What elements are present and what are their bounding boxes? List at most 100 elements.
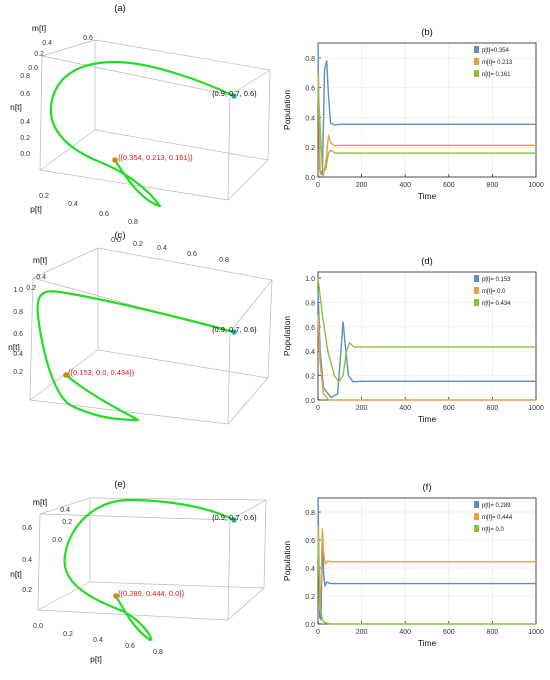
x-tick-label: 1000 bbox=[528, 629, 544, 636]
y-tick-label: 0.0 bbox=[305, 622, 315, 629]
series-line bbox=[317, 314, 536, 401]
x-tick-label: 600 bbox=[443, 405, 455, 412]
n-axis-label: n[t] bbox=[10, 569, 22, 579]
box-edge bbox=[39, 55, 43, 171]
legend-swatch bbox=[474, 525, 479, 532]
box-edge bbox=[229, 499, 267, 521]
x-axis-label: Time bbox=[418, 414, 437, 424]
n-tick-label: 0.2 bbox=[22, 587, 32, 594]
m-tick-label: 0.4 bbox=[36, 274, 46, 281]
m-axis-label: m[t] bbox=[32, 23, 46, 33]
y-tick-label: 0.6 bbox=[305, 538, 315, 545]
legend-swatch bbox=[474, 275, 479, 282]
box-edge bbox=[29, 399, 229, 425]
box-edge bbox=[227, 587, 265, 621]
legend-label: m[t]= 0.444 bbox=[482, 515, 513, 521]
n-axis-label: n[t] bbox=[10, 102, 22, 112]
box-edge bbox=[37, 609, 229, 621]
x-tick-label: 800 bbox=[487, 629, 499, 636]
box-edge bbox=[39, 169, 229, 201]
n-tick-label: 0.6 bbox=[13, 331, 23, 338]
start-point-label: {0.9, 0.7, 0.6} bbox=[212, 325, 257, 334]
box-edge bbox=[267, 69, 271, 161]
legend-swatch bbox=[474, 299, 479, 306]
panel-label: (a) bbox=[114, 3, 126, 14]
legend-swatch bbox=[474, 70, 479, 77]
box-edge bbox=[97, 247, 273, 281]
x-tick-label: 200 bbox=[356, 405, 368, 412]
series-line bbox=[317, 87, 536, 171]
y-tick-label: 0.8 bbox=[305, 56, 315, 63]
box-edge bbox=[263, 499, 267, 589]
x-axis-label: Time bbox=[418, 191, 437, 201]
n-tick-label: 0.8 bbox=[20, 73, 30, 80]
equilibrium-point bbox=[113, 593, 119, 599]
n-tick-label: 0.4 bbox=[13, 351, 23, 358]
y-axis-label: Population bbox=[282, 90, 292, 130]
chart-e: (e) 0.6 0.4 0.2 0.4 0.2 0.0 0.0 0.2 0.4 0.6 0.8 m[t]… bbox=[10, 479, 267, 664]
m-axis-label: m[t] bbox=[33, 255, 47, 265]
m-tick-label: 0.0 bbox=[52, 537, 62, 544]
p-axis-label: p[t] bbox=[90, 654, 102, 664]
legend-label: n[t]= 0.434 bbox=[482, 301, 511, 307]
p-tick-label: 0.2 bbox=[39, 193, 49, 200]
x-tick-label: 800 bbox=[487, 182, 499, 189]
x-tick-label: 400 bbox=[399, 405, 411, 412]
series-line bbox=[317, 42, 536, 175]
n-tick-label: 0.6 bbox=[22, 525, 32, 532]
m-top-tick-label: 0.6 bbox=[83, 35, 93, 42]
box-edge bbox=[94, 39, 271, 71]
box-edge bbox=[227, 377, 269, 425]
n-tick-label: 0.8 bbox=[13, 309, 23, 316]
x-tick-label: 200 bbox=[356, 182, 368, 189]
n-tick-label: 0.4 bbox=[22, 557, 32, 564]
m-axis-label: m[t] bbox=[33, 497, 47, 507]
box-edge bbox=[29, 277, 34, 401]
p-tick-label: 0.0 bbox=[33, 623, 43, 630]
p-tick-label: 0.6 bbox=[99, 211, 109, 218]
legend-label: m[t]= 0.0 bbox=[482, 289, 506, 295]
legend-label: p[t]= 0.289 bbox=[482, 503, 511, 509]
box-edge bbox=[89, 497, 267, 501]
box-edge bbox=[32, 247, 99, 279]
p-tick-label: 0.2 bbox=[63, 631, 73, 638]
trajectory-curve bbox=[36, 290, 236, 422]
y-tick-label: 0.0 bbox=[305, 398, 315, 405]
m-top-tick-label: 0.2 bbox=[133, 241, 143, 248]
n-axis-label: n[t] bbox=[8, 342, 20, 352]
y-tick-label: 0.2 bbox=[305, 145, 315, 152]
y-tick-label: 0.4 bbox=[305, 115, 315, 122]
box-edge bbox=[41, 55, 231, 96]
m-tick-label: 0.4 bbox=[42, 40, 52, 47]
legend-label: m[t]= 0.213 bbox=[482, 60, 513, 66]
x-tick-label: 600 bbox=[443, 629, 455, 636]
box-edge bbox=[41, 39, 96, 57]
p-tick-label: 0.6 bbox=[125, 643, 135, 650]
p-axis-label: p[t] bbox=[30, 204, 42, 214]
n-tick-label: 0.0 bbox=[20, 151, 30, 158]
x-tick-label: 1000 bbox=[528, 405, 544, 412]
box-edge bbox=[39, 513, 231, 521]
equilibrium-label: {{0.289, 0.444, 0.0}} bbox=[118, 589, 185, 598]
legend-swatch bbox=[474, 501, 479, 508]
box-edge bbox=[94, 129, 269, 161]
panel-label: (c) bbox=[114, 230, 125, 241]
start-point bbox=[231, 93, 237, 99]
y-tick-label: 0.4 bbox=[305, 349, 315, 356]
box-edge bbox=[227, 519, 231, 621]
y-tick-label: 0.8 bbox=[305, 510, 315, 517]
chart-c: (c)1.00.80.60.40.20.40.20.00.20.40.60.8m… bbox=[8, 230, 273, 425]
start-point-label: {0.9, 0.7, 0.6} bbox=[212, 513, 257, 522]
y-axis-label: Population bbox=[282, 541, 292, 581]
p-tick-label: 0.8 bbox=[153, 649, 163, 656]
chart-d: (d) 0 200 400 600 800 1000 0.0 0.2 0.4 0.6 0.8 1.0 Ti… bbox=[282, 256, 544, 424]
m-tick-label: 0.0 bbox=[28, 65, 38, 72]
box-edge bbox=[227, 331, 231, 425]
legend-swatch bbox=[474, 513, 479, 520]
x-tick-label: 800 bbox=[487, 405, 499, 412]
y-tick-label: 0.6 bbox=[305, 325, 315, 332]
trajectory-curve bbox=[49, 60, 236, 208]
n-tick-label: 0.2 bbox=[20, 135, 30, 142]
p-tick-label: 0.4 bbox=[68, 201, 78, 208]
n-tick-label: 0.2 bbox=[13, 369, 23, 376]
